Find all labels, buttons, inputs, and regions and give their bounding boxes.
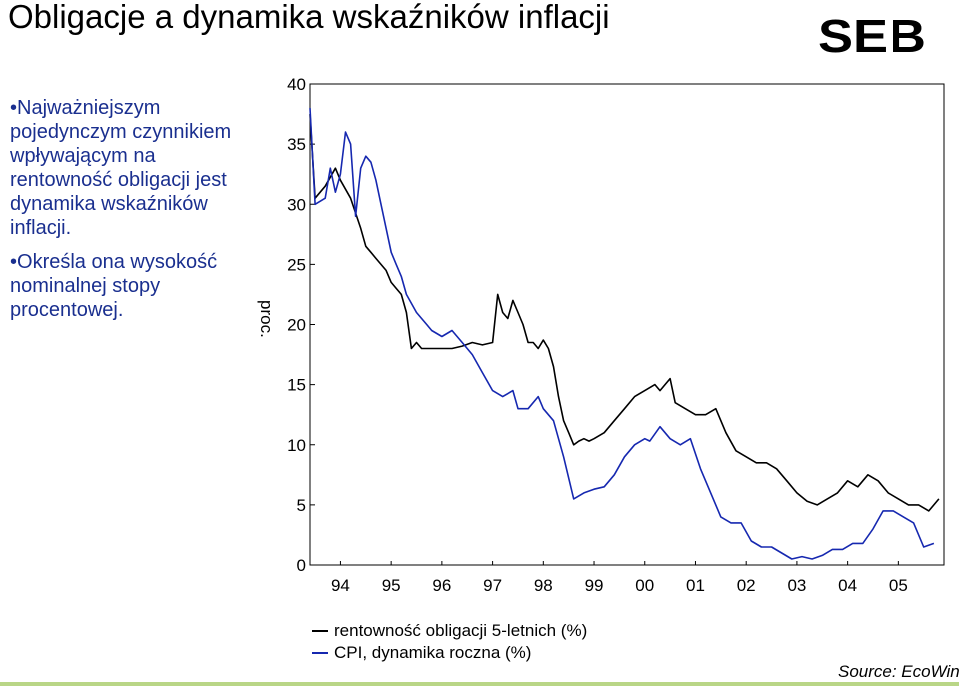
legend-label-bonds: rentowność obligacji 5-letnich (%) xyxy=(334,621,588,640)
seb-logo-text: SEB xyxy=(818,12,926,60)
y-tick-label: 0 xyxy=(297,556,306,575)
bullet-list: •Najważniejszym pojedynczym czynnikiem w… xyxy=(6,96,256,332)
seb-logo-gap-1 xyxy=(853,14,856,58)
y-tick-label: 35 xyxy=(287,135,306,154)
legend-label-cpi: CPI, dynamika roczna (%) xyxy=(334,643,532,662)
bullet-text-2: Określa ona wysokość nominalnej stopy pr… xyxy=(10,251,218,321)
legend-entry-cpi: CPI, dynamika roczna (%) xyxy=(312,642,587,664)
page-title: Obligacje a dynamika wskaźników inflacji xyxy=(8,0,610,35)
footer-accent-line xyxy=(0,682,959,686)
y-tick-label: 5 xyxy=(297,496,306,515)
series-line-bond-yield xyxy=(309,114,940,512)
y-tick-label: 40 xyxy=(287,75,306,94)
bullet-text-1: Najważniejszym pojedynczym czynnikiem wp… xyxy=(10,97,232,239)
seb-logo-gap-2 xyxy=(890,14,893,58)
x-tick-label: 99 xyxy=(585,576,604,595)
y-tick-label: 20 xyxy=(287,316,306,335)
x-tick-label: 05 xyxy=(889,576,908,595)
x-tick-label: 97 xyxy=(483,576,502,595)
x-tick-label: 04 xyxy=(838,576,857,595)
y-tick-label: 30 xyxy=(287,195,306,214)
source-note: Source: EcoWin xyxy=(838,662,959,681)
x-tick-label: 95 xyxy=(382,576,401,595)
x-tick-label: 96 xyxy=(432,576,451,595)
legend-entry-bonds: rentowność obligacji 5-letnich (%) xyxy=(312,620,587,642)
x-tick-label: 00 xyxy=(635,576,654,595)
x-tick-label: 02 xyxy=(737,576,756,595)
y-tick-label: 25 xyxy=(287,255,306,274)
plot-frame xyxy=(309,83,945,566)
y-tick-label: 15 xyxy=(287,376,306,395)
series-layer xyxy=(309,108,940,560)
bullet-item-2: •Określa ona wysokość nominalnej stopy p… xyxy=(10,251,218,321)
y-tick-label: 10 xyxy=(287,436,306,455)
x-tick-label: 94 xyxy=(331,576,350,595)
seb-logo: SEB xyxy=(818,10,930,62)
bullet-item-1: •Najważniejszym pojedynczym czynnikiem w… xyxy=(10,97,232,239)
legend-swatch-bonds xyxy=(312,630,328,632)
axes-layer xyxy=(309,83,945,566)
x-tick-label: 01 xyxy=(686,576,705,595)
series-line-cpi xyxy=(309,108,935,560)
x-tick-label: 98 xyxy=(534,576,553,595)
seb-logo-mark: SEB xyxy=(818,10,926,62)
chart-legend: rentowność obligacji 5-letnich (%) CPI, … xyxy=(312,620,587,664)
x-tick-label: 03 xyxy=(787,576,806,595)
legend-swatch-cpi xyxy=(312,652,328,654)
